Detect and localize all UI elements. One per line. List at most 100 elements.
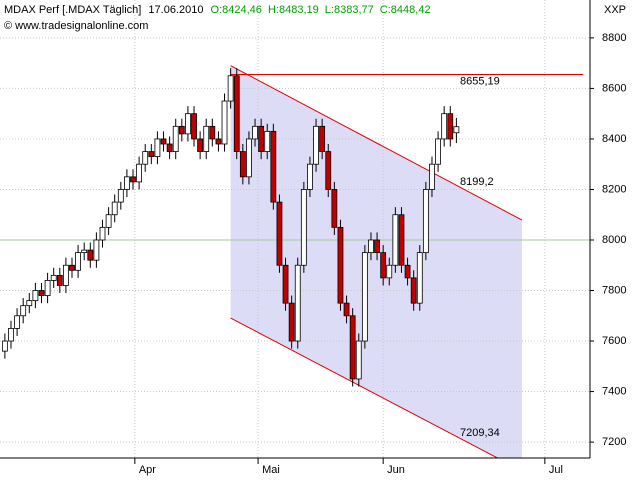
- plot-front: 7200 7400 7600 7800 8000 8200 8400 8600 8800 Apr M…: [0, 0, 626, 476]
- candle-body: [343, 302, 350, 317]
- candle-body: [136, 163, 143, 183]
- y-tick-label: 8600: [602, 82, 626, 94]
- candle-body: [422, 189, 429, 254]
- candle-body: [142, 151, 149, 165]
- annotation-label: 8199,2: [460, 176, 494, 188]
- candle-body: [124, 176, 130, 190]
- candle-body: [325, 151, 332, 190]
- y-tick-label: 8000: [602, 234, 626, 246]
- candle-body: [117, 189, 124, 203]
- candle-body: [50, 274, 57, 281]
- candle-body: [331, 189, 338, 228]
- candle-body: [148, 151, 155, 158]
- candle-body: [56, 274, 63, 286]
- header-title: MDAX Perf [.MDAX Täglich]: [4, 4, 141, 16]
- y-tick-label: 8800: [602, 32, 626, 44]
- candle-body: [221, 100, 228, 145]
- x-tick-label: Apr: [139, 464, 156, 476]
- candle-body: [38, 290, 45, 296]
- candle-body: [111, 201, 118, 216]
- candle-body: [374, 239, 380, 254]
- y-tick-label: 7800: [602, 284, 626, 296]
- candle-body: [258, 125, 265, 152]
- candle-body: [392, 214, 399, 266]
- annotation-label: 8655,19: [460, 75, 500, 87]
- candle-body: [380, 252, 387, 279]
- candle-body: [300, 189, 307, 266]
- candle-body: [416, 252, 423, 304]
- candle-body: [264, 130, 271, 152]
- candle-body: [20, 305, 27, 317]
- x-tick-label: Jul: [549, 464, 563, 476]
- candle-body: [404, 264, 411, 279]
- candle-body: [386, 264, 393, 279]
- candle-body: [410, 277, 417, 304]
- candle-body: [441, 113, 448, 140]
- candle-body: [361, 252, 368, 342]
- candle-body: [233, 75, 240, 152]
- candle-body: [8, 328, 14, 342]
- candle-body: [185, 113, 191, 135]
- candle-body: [288, 302, 295, 342]
- candle-body: [368, 239, 374, 254]
- y-tick-label: 7200: [602, 436, 626, 448]
- candle-body: [130, 176, 136, 183]
- header-date: 17.06.2010: [148, 4, 203, 16]
- candle-body: [81, 249, 88, 254]
- candle-body: [313, 125, 319, 165]
- candle-body: [319, 125, 326, 152]
- candle-body: [246, 138, 252, 178]
- candle-body: [252, 125, 258, 140]
- candle-body: [197, 138, 204, 152]
- x-tick-label: Mai: [262, 464, 280, 476]
- candle-body: [166, 143, 173, 152]
- candle-body: [435, 138, 441, 165]
- header: MDAX Perf [.MDAX Täglich] 17.06.2010 O:8…: [4, 4, 431, 16]
- candle-body: [32, 290, 39, 302]
- header-low: L:8383,77: [325, 4, 374, 16]
- candle-body: [75, 252, 81, 271]
- candle-body: [215, 138, 222, 145]
- trend-line: [230, 317, 499, 458]
- candle-body: [270, 130, 277, 203]
- candle-body: [1, 340, 8, 352]
- candle-body: [99, 226, 106, 241]
- candle-body: [453, 126, 460, 134]
- candle-body: [209, 125, 216, 140]
- candle-body: [203, 125, 210, 152]
- y-tick-label: 8200: [602, 183, 626, 195]
- candle-body: [178, 125, 185, 135]
- annotation-label: 7209,34: [460, 427, 500, 439]
- candle-body: [62, 264, 69, 286]
- x-tick-label: Jun: [387, 464, 405, 476]
- candle-body: [160, 138, 167, 145]
- candle-body: [355, 340, 362, 380]
- header-open: O:8424,46: [211, 4, 262, 16]
- candle-body: [447, 113, 454, 140]
- trend-line: [230, 65, 523, 221]
- y-tick-label: 8400: [602, 133, 626, 145]
- candle-body: [276, 201, 283, 266]
- candle-body: [154, 138, 161, 158]
- candle-body: [105, 214, 112, 228]
- candle-body: [429, 163, 435, 190]
- copyright: © www.tradesignalonline.com: [4, 20, 148, 32]
- y-axis-label: XXP: [604, 4, 626, 16]
- candle-body: [227, 75, 234, 102]
- header-high: H:8483,19: [268, 4, 319, 16]
- channel-fill: [230, 65, 522, 458]
- y-tick-label: 7600: [602, 335, 626, 347]
- candle-body: [398, 214, 405, 266]
- y-tick-label: 7400: [602, 385, 626, 397]
- candle-body: [26, 300, 33, 307]
- header-close: C:8448,42: [380, 4, 431, 16]
- candle-body: [191, 113, 197, 140]
- candle-body: [239, 151, 246, 178]
- candle-body: [337, 226, 344, 304]
- candle-body: [172, 125, 179, 152]
- candle-body: [294, 264, 301, 342]
- candle-body: [14, 315, 20, 329]
- candle-body: [349, 315, 356, 380]
